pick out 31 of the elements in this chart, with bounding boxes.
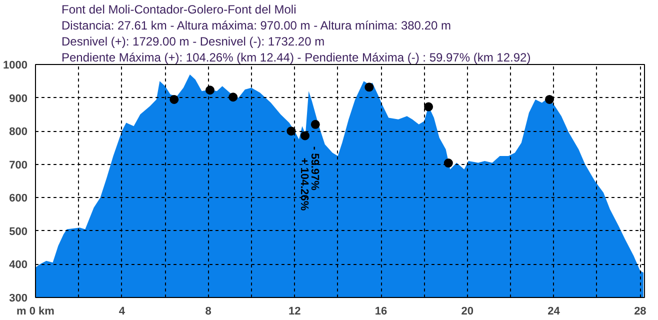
x-tick-label: 24 [548, 306, 561, 318]
y-tick-label: 600 [9, 192, 28, 205]
point [300, 131, 310, 140]
x-tick-label: m 0 km [16, 306, 55, 318]
point [170, 94, 179, 104]
x-tick-label: 20 [461, 306, 474, 318]
x-tick-label: 28 [634, 306, 646, 318]
y-tick-label: 500 [9, 226, 28, 238]
y-tick-label: 700 [9, 159, 28, 172]
chart-title: Font del Moli-Contador-Golero-Font del Moli [62, 2, 296, 16]
point [424, 102, 434, 112]
text: Distancia: 27.61 km - Altura máxima: 970.00 m - Altura mínima: 380.20 m [62, 18, 451, 32]
point [228, 92, 238, 102]
annotation: - 59.97% [308, 146, 321, 191]
y-tick-label: 1000 [3, 60, 28, 72]
annotation: + 104.26% [298, 158, 310, 211]
point [444, 158, 453, 168]
x-tick-label: 16 [374, 306, 388, 318]
point [544, 94, 554, 104]
point [364, 82, 374, 92]
text: Pendiente Máxima (+): 104.26% (km 12.44) - Pendiente Máxima (-) : 59.97% (km 12.92) [62, 50, 531, 64]
x-tick-label: 8 [205, 306, 212, 318]
y-tick-label: 900 [9, 92, 28, 105]
x-tick-label: 12 [288, 306, 301, 318]
x-tick-label: 4 [118, 306, 126, 318]
text: Desnivel (+): 1729.00 m - Desnivel (-): 1732.20 m [62, 34, 325, 48]
point [205, 86, 214, 95]
y-tick-label: 400 [9, 259, 28, 272]
y-tick-label: 300 [9, 292, 28, 304]
y-tick-label: 800 [9, 126, 28, 138]
point [310, 120, 320, 129]
